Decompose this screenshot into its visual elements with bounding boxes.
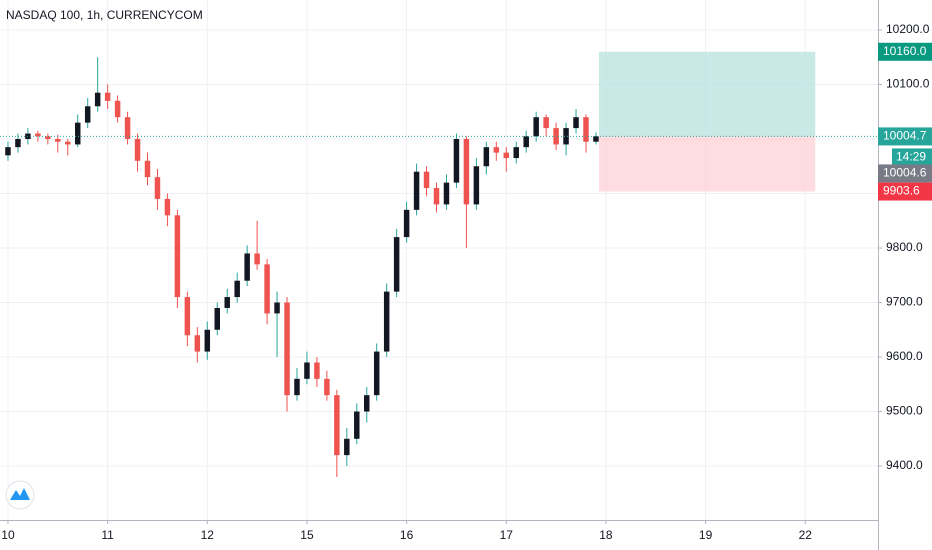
countdown: 14:29 [896, 150, 926, 164]
candle-body [393, 237, 400, 292]
y-tick-label: 9700.0 [886, 295, 923, 309]
last-price-label-bg [878, 127, 932, 146]
candle-body [543, 117, 549, 129]
candle-body [383, 291, 390, 352]
candle-body [354, 411, 360, 439]
x-tick-label: 10 [1, 528, 15, 542]
x-tick-label: 11 [101, 528, 114, 542]
candle-body [35, 133, 41, 137]
x-tick-label: 16 [400, 528, 414, 542]
stop-label: 9903.6 [883, 184, 920, 198]
candle-body [344, 438, 350, 456]
candle-body [274, 302, 280, 314]
last-price-label: 10004.7 [883, 129, 927, 143]
candle-body [373, 351, 380, 396]
candle-body [5, 147, 11, 156]
candle-body [174, 215, 181, 298]
candle-body [224, 297, 230, 308]
candle-body [15, 138, 21, 148]
candle-body [593, 136, 599, 142]
candle-body [254, 253, 260, 265]
candle-body [74, 122, 81, 145]
candle-body [294, 378, 300, 396]
stop-label-bg [878, 182, 932, 201]
candle-body [324, 378, 330, 396]
candle-body [443, 182, 450, 205]
candle-body [334, 395, 340, 456]
candle-body [483, 147, 490, 167]
target-label: 10160.0 [883, 44, 927, 58]
candle-body [533, 117, 539, 137]
y-tick-label: 9800.0 [886, 240, 923, 254]
candle-body [264, 264, 270, 314]
x-tick-label: 19 [699, 528, 713, 542]
x-tick-label: 22 [799, 528, 813, 542]
candle-body [493, 147, 500, 153]
candle-body [104, 92, 111, 101]
x-tick-label: 12 [201, 528, 215, 542]
candle-body [463, 138, 470, 205]
candle-body [154, 177, 161, 199]
x-tick-label: 17 [500, 528, 514, 542]
y-tick-label: 10200.0 [886, 22, 930, 36]
candle-body [513, 147, 519, 159]
candle-body [244, 253, 250, 281]
candle-body [164, 198, 171, 216]
y-tick-label: 10100.0 [886, 77, 930, 91]
candle-body [453, 138, 460, 183]
candle-body [45, 136, 51, 139]
logo [5, 480, 35, 510]
candle-body [124, 117, 131, 139]
candle-body [563, 128, 569, 145]
candle-body [403, 209, 410, 238]
candle-body [433, 188, 440, 205]
countdown-bg [892, 148, 932, 167]
close-label-bg [878, 164, 932, 183]
x-tick-label: 15 [300, 528, 314, 542]
candle-body [304, 362, 310, 379]
candle-body [84, 106, 91, 123]
y-tick-label: 9500.0 [886, 404, 923, 418]
candle-body [234, 280, 240, 298]
candle-body [553, 128, 559, 145]
x-tick-label: 18 [599, 528, 613, 542]
candle-body [114, 100, 121, 118]
candle-body [65, 141, 71, 145]
candle-body [55, 138, 61, 142]
loss-zone [598, 136, 816, 192]
close-label: 10004.6 [883, 166, 927, 180]
chart-title: NASDAQ 100, 1h, CURRENCYCOM [6, 8, 203, 22]
candle-body [314, 362, 320, 379]
candle-body [364, 395, 370, 412]
candle-body [583, 117, 589, 142]
candle-body [214, 307, 220, 330]
plot-area [0, 0, 878, 520]
candle-body [284, 302, 290, 396]
candle-body [423, 171, 430, 189]
y-tick-label: 9400.0 [886, 458, 923, 472]
candle-body [573, 117, 579, 129]
profit-zone [598, 51, 816, 137]
y-tick-label: 9600.0 [886, 349, 923, 363]
target-label-bg [878, 42, 932, 61]
candle-body [94, 92, 101, 107]
candle-body [413, 171, 420, 210]
candle-body [503, 152, 510, 159]
candle-body [473, 166, 480, 205]
candle-body [204, 329, 211, 352]
candle-body [194, 335, 201, 352]
candle-body [184, 297, 191, 336]
candle-body [523, 136, 529, 148]
candle-body [144, 160, 151, 178]
candle-body [134, 138, 141, 161]
